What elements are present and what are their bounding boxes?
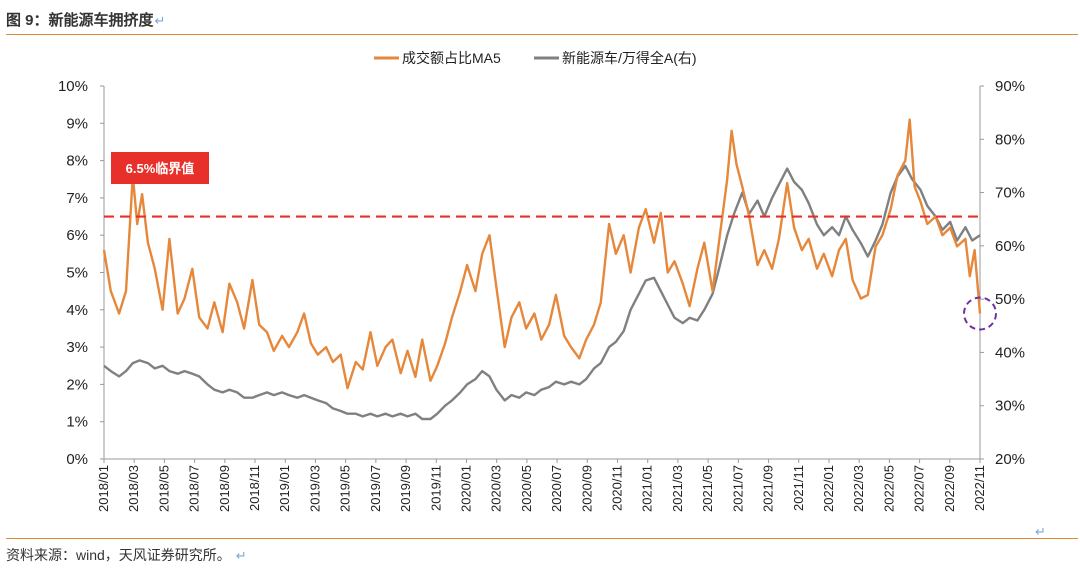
- x-tick-label: 2022/09: [942, 465, 957, 512]
- right-tick-label: 90%: [995, 78, 1025, 95]
- left-tick-label: 8%: [66, 153, 88, 170]
- right-tick-label: 80%: [995, 131, 1025, 148]
- right-tick-label: 20%: [995, 451, 1025, 468]
- right-tick-label: 60%: [995, 238, 1025, 255]
- x-tick-label: 2019/11: [428, 465, 443, 511]
- left-tick-label: 9%: [66, 115, 88, 132]
- x-tick-label: 2020/01: [458, 465, 473, 512]
- right-tick-label: 40%: [995, 344, 1025, 361]
- x-tick-label: 2020/05: [519, 465, 534, 512]
- left-tick-label: 7%: [66, 190, 88, 207]
- x-tick-label: 2022/01: [821, 465, 836, 512]
- axes: 0% 1% 2% 3% 4% 5% 6% 7% 8% 9% 10% 20% 30% 40% 50% 60% 70…: [58, 78, 1025, 512]
- x-tick-label: 2019/01: [277, 465, 292, 512]
- threshold-label: 6.5%临界值: [126, 161, 195, 176]
- right-tick-label: 30%: [995, 398, 1025, 415]
- x-tick-label: 2019/03: [307, 465, 322, 512]
- threshold-label-box: [111, 152, 209, 184]
- legend-label-turnover: 成交额占比MA5: [402, 50, 501, 66]
- left-tick-label: 3%: [66, 339, 88, 356]
- x-tick-label: 2022/07: [912, 465, 927, 512]
- right-tick-label: 70%: [995, 185, 1025, 202]
- x-tick-label: 2018/09: [217, 465, 232, 512]
- x-tick-label: 2020/09: [579, 465, 594, 512]
- highlight-circle: [963, 296, 997, 331]
- x-tick-label: 2020/03: [489, 465, 504, 512]
- x-tick-label: 2018/07: [187, 465, 202, 512]
- x-tick-label: 2018/11: [247, 465, 262, 511]
- x-tick-label: 2021/01: [640, 465, 655, 512]
- x-tick-label: 2021/07: [730, 465, 745, 512]
- x-tick-label: 2022/03: [851, 465, 866, 512]
- x-tick-label: 2019/07: [368, 465, 383, 512]
- left-tick-label: 10%: [58, 78, 88, 95]
- return-mark-right-icon: ↵: [1035, 524, 1046, 539]
- figure-title-text: 图 9：新能源车拥挤度: [6, 12, 154, 29]
- left-tick-label: 0%: [66, 451, 88, 468]
- x-tick-label: 2018/03: [126, 465, 141, 512]
- x-tick-label: 2020/07: [549, 465, 564, 512]
- series-layer: [102, 118, 982, 421]
- x-tick-label: 2021/11: [791, 465, 806, 511]
- x-tick-label: 2019/05: [338, 465, 353, 512]
- left-tick-label: 1%: [66, 414, 88, 431]
- x-tick-label: 2022/11: [972, 465, 987, 511]
- top-rule: [6, 34, 1078, 35]
- left-tick-label: 5%: [66, 265, 88, 282]
- legend-label-relative: 新能源车/万得全A(右): [562, 50, 697, 66]
- x-tick-label: 2021/09: [761, 465, 776, 512]
- figure-title: 图 9：新能源车拥挤度↵: [6, 9, 165, 30]
- return-mark-icon: ↵: [154, 13, 166, 28]
- x-tick-label: 2018/05: [156, 465, 171, 512]
- legend: 成交额占比MA5 新能源车/万得全A(右): [374, 50, 697, 66]
- series-line-relative: [103, 164, 981, 421]
- series-line-turnover: [102, 118, 982, 390]
- left-tick-label: 2%: [66, 376, 88, 393]
- x-tick-label: 2022/05: [881, 465, 896, 512]
- x-tick-label: 2021/05: [700, 465, 715, 512]
- left-tick-label: 4%: [66, 302, 88, 319]
- source-note: 资料来源：wind，天风证券研究所。 ↵: [6, 545, 247, 565]
- source-text: 资料来源：wind，天风证券研究所。: [6, 547, 231, 563]
- x-tick-label: 2021/03: [670, 465, 685, 512]
- x-tick-label: 2019/09: [398, 465, 413, 512]
- right-tick-label: 50%: [995, 291, 1025, 308]
- overlay: 6.5%临界值: [104, 152, 997, 331]
- x-tick-label: 2018/01: [96, 465, 111, 512]
- left-tick-label: 6%: [66, 227, 88, 244]
- return-mark-source-icon: ↵: [235, 548, 247, 563]
- x-tick-label: 2020/11: [610, 465, 625, 511]
- bottom-rule: [6, 538, 1078, 539]
